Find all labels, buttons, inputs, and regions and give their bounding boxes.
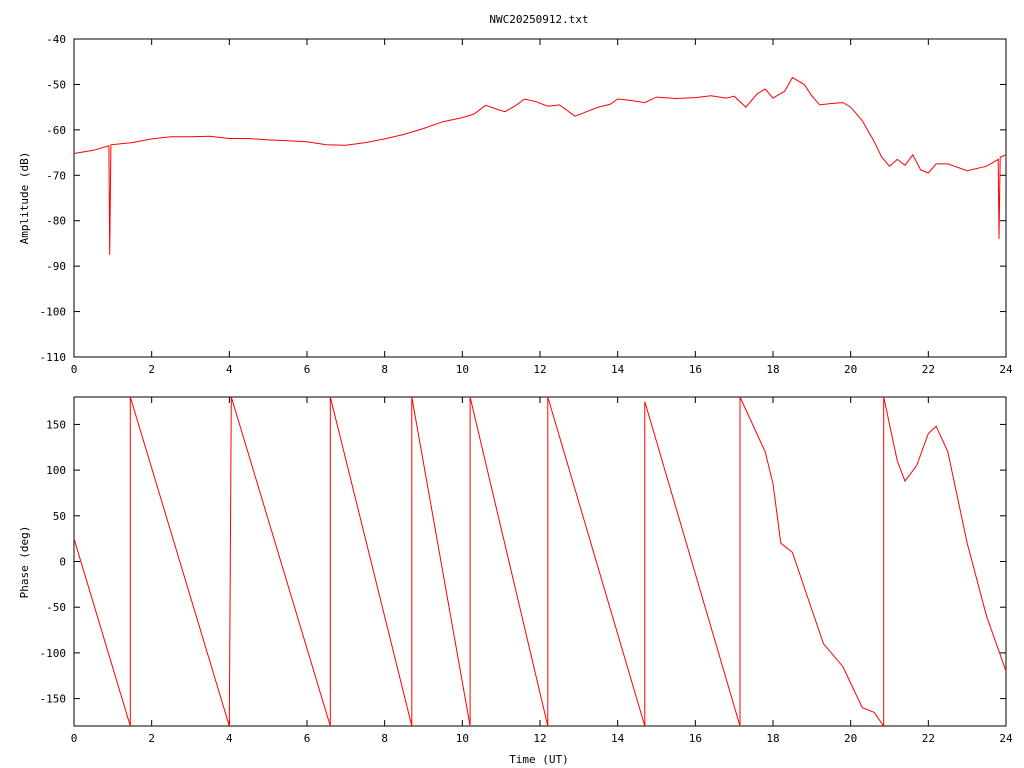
phase-y-tick-label: 100 [46,464,66,477]
phase-plot-frame [73,396,1007,727]
amplitude-plot-frame [73,38,1007,358]
amplitude-x-tick-label: 22 [922,363,935,376]
phase-y-tick-label: -150 [40,693,67,706]
amplitude-x-ticks: 0 2 4 6 8 10 12 14 16 18 20 22 24 [71,39,1013,376]
phase-x-tick-label: 8 [381,732,388,745]
amplitude-y-tick-label: -110 [40,351,67,364]
amplitude-y-ticks: -110 -100 -90 -80 -70 -60 -50 -40 [40,33,1006,364]
amplitude-panel: -110-100-90-80-70-60-50-40 0 2 4 6 8 10 12 14 16… [18,33,1013,376]
phase-x-tick-label: 2 [148,732,155,745]
phase-y-tick-label: -100 [40,647,67,660]
amplitude-y-tick-label: -90 [46,260,66,273]
amplitude-y-tick-label: -40 [46,33,66,46]
amplitude-x-tick-label: 0 [71,363,78,376]
amplitude-x-tick-label: 20 [844,363,857,376]
phase-x-tick-label: 18 [766,732,779,745]
amplitude-y-tick-label: -100 [40,306,67,319]
phase-x-ticks: 0 2 4 6 8 10 12 14 16 18 20 22 24 [71,397,1013,745]
phase-y-tick-label: -50 [46,601,66,614]
amplitude-x-tick-label: 18 [766,363,779,376]
amplitude-x-tick-label: 16 [689,363,702,376]
amplitude-x-tick-label: 12 [533,363,546,376]
phase-x-tick-label: 12 [533,732,546,745]
amplitude-x-tick-label: 6 [304,363,311,376]
phase-x-axis-label: Time (UT) [509,753,569,766]
phase-x-tick-label: 16 [689,732,702,745]
phase-x-tick-label: 0 [71,732,78,745]
phase-series-line [73,396,1007,728]
amplitude-y-tick-label: -50 [46,78,66,91]
amplitude-x-tick-label: 2 [148,363,155,376]
phase-y-ticks: -150 -100 -50 0 50 100 150 [40,418,1006,706]
amplitude-x-tick-label: 4 [226,363,233,376]
amplitude-x-tick-label: 10 [456,363,469,376]
phase-x-tick-label: 10 [456,732,469,745]
amplitude-y-tick-label: -60 [46,124,66,137]
phase-y-tick-label: 150 [46,418,66,431]
phase-y-axis-label: Phase (deg) [18,526,31,599]
amplitude-x-tick-label: 14 [611,363,625,376]
amplitude-y-axis-label: Amplitude (dB) [18,152,31,245]
amplitude-x-tick-label: 24 [999,363,1013,376]
amplitude-y-tick-label: -70 [46,169,66,182]
phase-x-tick-label: 4 [226,732,233,745]
amplitude-series-line [73,76,1007,255]
phase-x-tick-label: 14 [611,732,625,745]
phase-x-tick-label: 24 [999,732,1013,745]
amplitude-x-tick-label: 8 [381,363,388,376]
phase-y-tick-label: 0 [59,556,66,569]
chart-title: NWC20250912.txt [489,13,588,26]
phase-x-tick-label: 22 [922,732,935,745]
phase-y-tick-label: 50 [53,510,66,523]
phase-x-tick-label: 6 [304,732,311,745]
amplitude-y-tick-label: -80 [46,215,66,228]
phase-x-tick-label: 20 [844,732,857,745]
